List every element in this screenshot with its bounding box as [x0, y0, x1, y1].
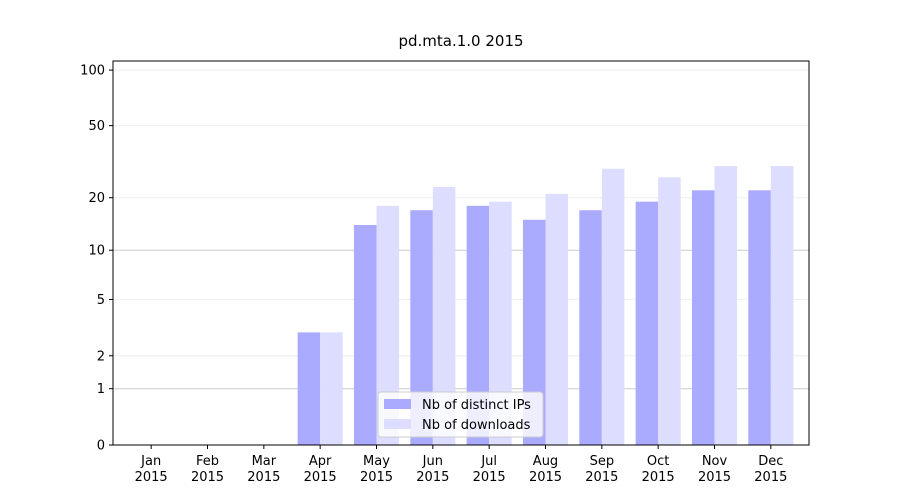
bar	[691, 190, 715, 445]
plot-frame	[112, 60, 810, 446]
x-tick-label: Jul 2015	[473, 454, 506, 485]
bar	[376, 205, 400, 445]
y-tick-label: 2	[97, 349, 105, 364]
x-tick-label: May 2015	[360, 454, 393, 485]
x-tick-label: Nov 2015	[698, 454, 731, 485]
chart-title: pd.mta.1.0 2015	[398, 32, 523, 50]
legend-swatch	[384, 399, 411, 409]
bar	[410, 210, 433, 445]
x-tick-label: Jan 2015	[135, 454, 168, 485]
bar	[353, 225, 377, 445]
bar	[432, 186, 456, 445]
bar	[748, 190, 771, 445]
legend-swatch	[384, 419, 411, 429]
x-tick-label: Oct 2015	[642, 454, 675, 485]
y-tick-label: 50	[88, 119, 105, 134]
bar	[714, 166, 738, 445]
bar	[601, 168, 625, 445]
bar	[635, 201, 659, 445]
bar	[545, 193, 569, 445]
bar	[320, 332, 343, 445]
legend-frame	[377, 391, 544, 438]
legend-label: Nb of downloads	[422, 418, 531, 433]
bar	[579, 210, 602, 445]
bar	[297, 332, 321, 445]
legend-label: Nb of distinct IPs	[422, 398, 531, 413]
y-tick-label: 1	[97, 382, 105, 397]
y-tick-label: 10	[88, 244, 105, 259]
x-tick-label: Jun 2015	[416, 454, 449, 485]
legend: Nb of distinct IPs Nb of downloads	[377, 391, 544, 438]
x-tick-label: Sep 2015	[585, 454, 618, 485]
bar	[466, 205, 490, 445]
bar	[522, 219, 546, 445]
y-tick-label: 5	[97, 293, 105, 308]
y-tick-label: 100	[80, 64, 105, 79]
bar	[770, 166, 794, 445]
y-tick-label: 20	[88, 191, 105, 206]
y-tick-label: 0	[97, 439, 105, 454]
x-tick-label: Aug 2015	[529, 454, 562, 485]
x-tick-label: Mar 2015	[247, 454, 280, 485]
x-tick-label: Dec 2015	[754, 454, 787, 485]
x-tick-label: Feb 2015	[191, 454, 224, 485]
bar	[489, 201, 512, 445]
x-tick-label: Apr 2015	[304, 454, 337, 485]
bar	[658, 177, 681, 446]
